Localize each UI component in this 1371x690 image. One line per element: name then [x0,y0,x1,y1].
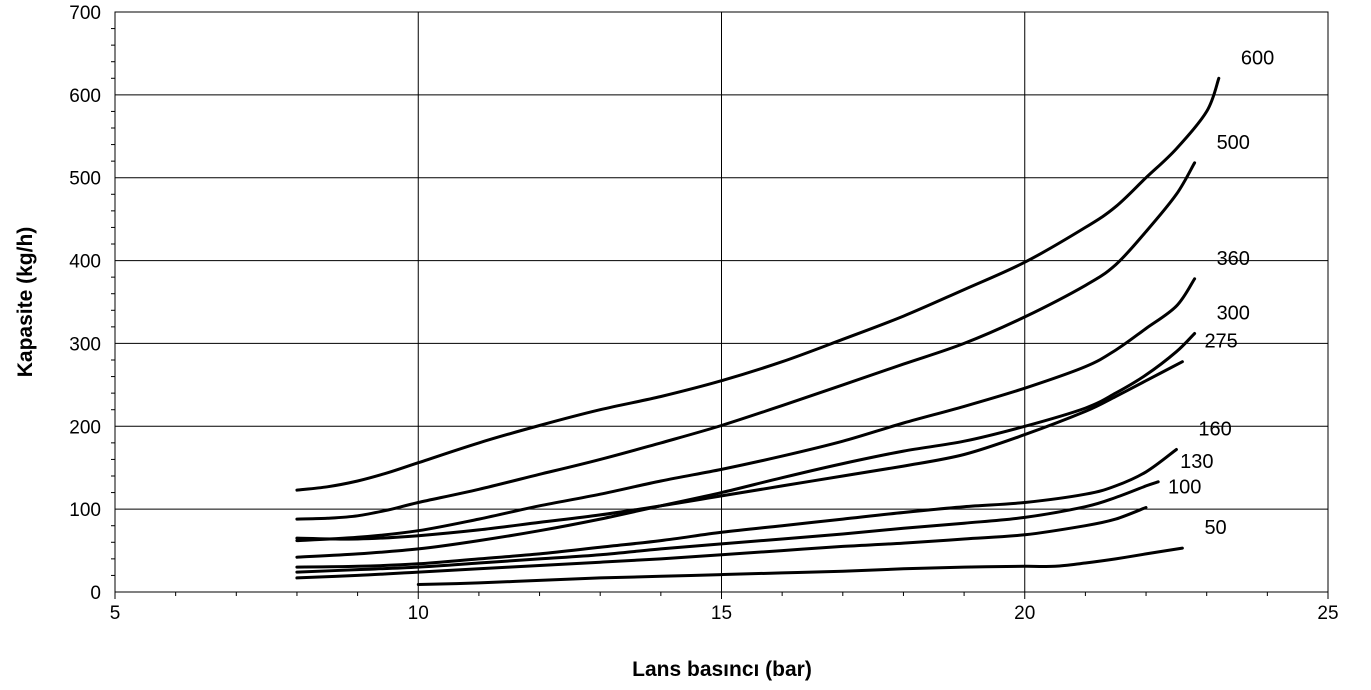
x-axis-title: Lans basıncı (bar) [632,658,812,681]
x-tick-label: 20 [1014,603,1035,624]
x-tick-label: 25 [1317,603,1338,624]
y-tick-label: 400 [69,252,101,273]
series-label-600: 600 [1241,47,1274,69]
series-label-160: 160 [1198,418,1231,440]
series-line-100 [295,506,1148,580]
series-label-100: 100 [1168,476,1201,498]
y-tick-label: 100 [69,500,101,521]
series-line-300 [295,332,1197,559]
y-tick-label: 600 [69,86,101,107]
series-label-500: 500 [1217,132,1250,154]
series-label-130: 130 [1180,451,1213,473]
series-lines [295,76,1221,586]
series-label-360: 360 [1217,248,1250,270]
y-tick-label: 0 [90,583,101,604]
grid-lines [114,11,1329,593]
y-tick-label: 200 [69,417,101,438]
y-axis-title: Kapasite (kg/h) [14,227,37,378]
series-line-600 [295,76,1221,492]
x-tick-label: 5 [110,603,121,624]
series-line-275 [295,360,1184,541]
series-line-130 [295,480,1160,574]
series-line-160 [295,448,1178,569]
series-label-275: 275 [1204,331,1237,353]
series-label-300: 300 [1217,302,1250,324]
series-line-360 [295,277,1197,543]
y-tick-label: 300 [69,334,101,355]
series-line-500 [295,161,1197,521]
y-tick-label: 500 [69,169,101,190]
x-tick-label: 15 [711,603,732,624]
series-label-50: 50 [1204,517,1226,539]
axis-ticks: 0 100 200 300 400 500 600 700 5 10 15 20 25 [69,3,1338,624]
series-line-50 [416,546,1184,586]
x-tick-label: 10 [408,603,429,624]
y-tick-label: 700 [69,3,101,24]
